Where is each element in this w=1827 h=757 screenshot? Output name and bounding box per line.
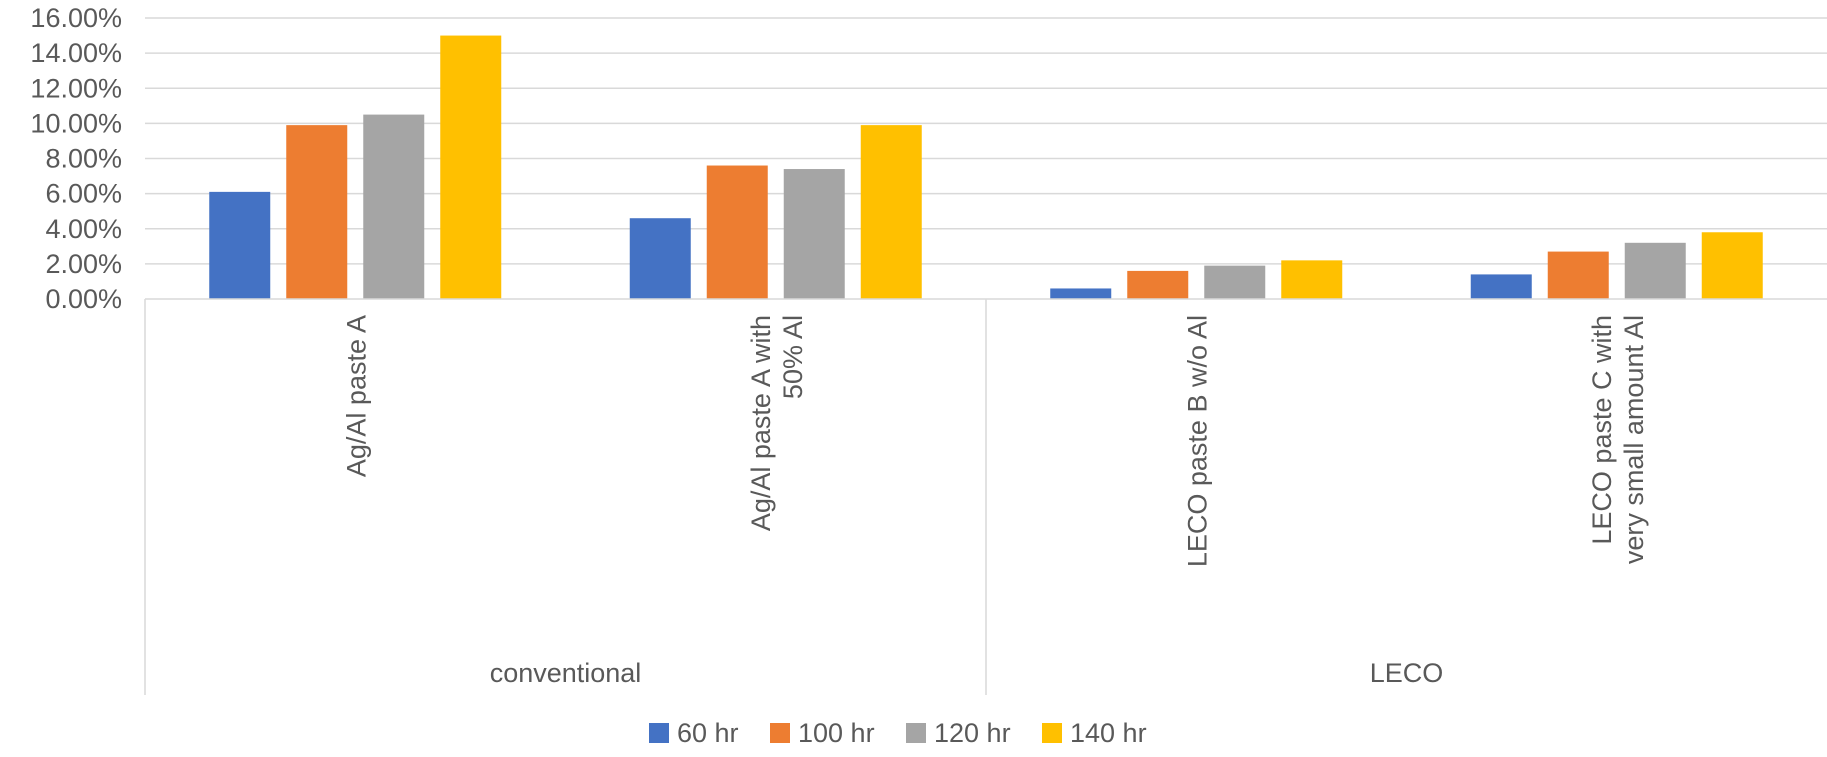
legend-label: 140 hr [1070,718,1147,748]
legend-label: 100 hr [798,718,875,748]
legend-swatch [649,723,669,743]
x-category-label: 50% Al [778,315,808,399]
y-tick-label: 10.00% [30,108,122,138]
x-axis-category-labels: Ag/Al paste A Ag/Al paste A with 50% Al LEC… [341,315,1649,567]
y-tick-label: 4.00% [45,214,122,244]
bar-140-hr [860,125,922,299]
axis-lines [144,298,1827,695]
bar-100-hr [1127,270,1189,299]
bar-120-hr [1624,242,1686,299]
bar-100-hr [1547,251,1609,299]
legend: 60 hr 100 hr 120 hr 140 hr [649,718,1147,748]
bar-120-hr [783,169,845,299]
x-group-label: conventional [490,658,642,688]
legend-swatch [1042,723,1062,743]
x-category-label: Ag/Al paste A [341,315,371,477]
bar-100-hr [706,165,768,299]
bar-60-hr [1470,274,1532,299]
y-tick-label: 14.00% [30,38,122,68]
x-group-label: LECO [1370,658,1444,688]
legend-label: 120 hr [934,718,1011,748]
gridlines [145,17,1827,265]
y-tick-label: 8.00% [45,144,122,174]
y-axis-tick-labels: 0.00% 2.00% 4.00% 6.00% 8.00% 10.00% 12.00% 14.… [30,3,122,314]
y-tick-label: 6.00% [45,179,122,209]
legend-swatch [770,723,790,743]
x-category-label: LECO paste C with [1587,315,1617,545]
bar-140-hr [440,35,502,299]
bar-60-hr [629,218,691,299]
x-axis-group-labels: conventional LECO [490,658,1444,688]
bar-60-hr [209,191,271,299]
y-tick-label: 12.00% [30,73,122,103]
bar-60-hr [1050,288,1112,299]
legend-label: 60 hr [677,718,739,748]
y-tick-label: 0.00% [45,284,122,314]
y-tick-label: 2.00% [45,249,122,279]
bar-120-hr [363,114,425,299]
bar-120-hr [1204,265,1266,299]
y-tick-label: 16.00% [30,3,122,33]
bar-100-hr [286,125,348,299]
x-category-label: very small amount Al [1619,315,1649,564]
bar-140-hr [1281,260,1343,299]
legend-swatch [906,723,926,743]
bars [209,35,1763,299]
bar-140-hr [1701,232,1763,299]
x-category-label: Ag/Al paste A with [746,315,776,531]
x-category-label: LECO paste B w/o Al [1182,315,1212,567]
